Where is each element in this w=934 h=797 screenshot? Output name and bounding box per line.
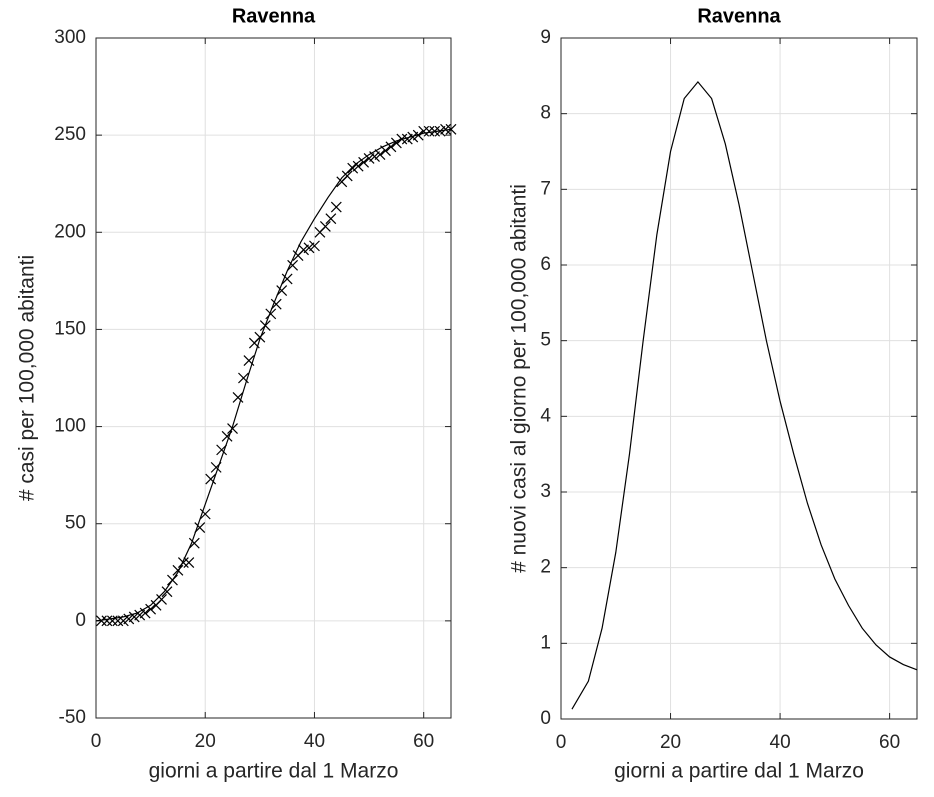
marker <box>429 125 441 137</box>
marker <box>167 574 178 586</box>
y-axis-label: # casi per 100,000 abitanti <box>16 255 39 501</box>
marker <box>358 156 370 168</box>
marker <box>183 557 195 568</box>
marker <box>390 137 402 149</box>
y-tick-label: 0 <box>75 610 86 631</box>
marker <box>101 615 113 627</box>
y-tick-label: 0 <box>540 708 551 729</box>
marker <box>156 594 167 605</box>
marker <box>139 607 151 619</box>
y-tick-label: 8 <box>540 103 551 124</box>
marker <box>385 141 397 153</box>
marker <box>396 133 408 145</box>
y-tick-label: -50 <box>59 707 86 728</box>
marker <box>270 298 282 310</box>
y-tick-label: 6 <box>540 254 551 275</box>
marker <box>112 615 124 627</box>
y-tick-label: 3 <box>540 481 551 502</box>
marker <box>145 603 157 615</box>
marker <box>276 285 288 296</box>
marker <box>172 564 184 576</box>
x-tick-label: 40 <box>770 732 791 753</box>
marker <box>227 423 238 434</box>
marker <box>265 308 277 320</box>
marker <box>374 149 386 160</box>
y-tick-label: 50 <box>65 513 86 534</box>
axes-box <box>560 37 918 720</box>
x-tick-label: 20 <box>195 731 216 752</box>
x-tick-label: 0 <box>91 731 102 752</box>
marker <box>216 444 228 456</box>
chart-title: Ravenna <box>697 5 781 27</box>
marker <box>418 125 430 137</box>
marker <box>243 355 255 366</box>
y-tick-label: 7 <box>540 178 551 199</box>
y-axis-label: # nuovi casi al giorno per 100,000 abita… <box>508 184 531 573</box>
data-line <box>571 80 918 710</box>
chart-title: Ravenna <box>232 5 316 27</box>
marker <box>259 320 271 331</box>
marker <box>205 473 217 485</box>
y-tick-label: 9 <box>540 27 551 48</box>
y-tick-label: 2 <box>540 557 551 578</box>
marker <box>210 461 222 473</box>
y-tick-label: 200 <box>54 221 86 242</box>
y-tick-label: 5 <box>540 330 551 351</box>
marker <box>440 123 451 135</box>
x-axis-label: giorni a partire dal 1 Marzo <box>614 760 864 783</box>
marker <box>177 557 189 568</box>
fit-line <box>95 128 452 622</box>
marker <box>287 259 299 271</box>
x-tick-label: 60 <box>413 731 434 752</box>
x-tick-label: 0 <box>556 732 567 753</box>
marker <box>380 145 391 157</box>
marker <box>161 586 173 598</box>
marker <box>96 615 107 627</box>
marker <box>281 273 293 285</box>
marker <box>330 201 342 213</box>
marker <box>309 240 320 252</box>
marker <box>106 615 118 627</box>
marker <box>254 331 266 343</box>
marker <box>199 508 211 520</box>
marker <box>352 160 364 172</box>
x-tick-label: 40 <box>304 731 325 752</box>
marker <box>238 372 249 384</box>
marker <box>423 125 435 137</box>
marker <box>319 221 331 232</box>
y-tick-label: 1 <box>540 632 551 653</box>
y-tick-label: 150 <box>54 318 86 339</box>
marker <box>325 213 337 225</box>
axes-box <box>95 37 452 719</box>
y-tick-label: 4 <box>540 405 551 426</box>
marker <box>188 537 200 549</box>
x-tick-label: 60 <box>879 732 900 753</box>
marker <box>194 522 206 534</box>
marker <box>232 392 244 403</box>
x-axis-label: giorni a partire dal 1 Marzo <box>149 760 399 783</box>
marker <box>412 129 424 141</box>
y-tick-label: 250 <box>54 124 86 145</box>
y-tick-label: 100 <box>54 416 86 437</box>
marker <box>445 123 457 135</box>
y-tick-label: 300 <box>54 27 86 48</box>
x-tick-label: 20 <box>660 732 681 753</box>
plot-area <box>561 38 917 719</box>
marker <box>221 430 233 442</box>
marker <box>341 170 353 182</box>
